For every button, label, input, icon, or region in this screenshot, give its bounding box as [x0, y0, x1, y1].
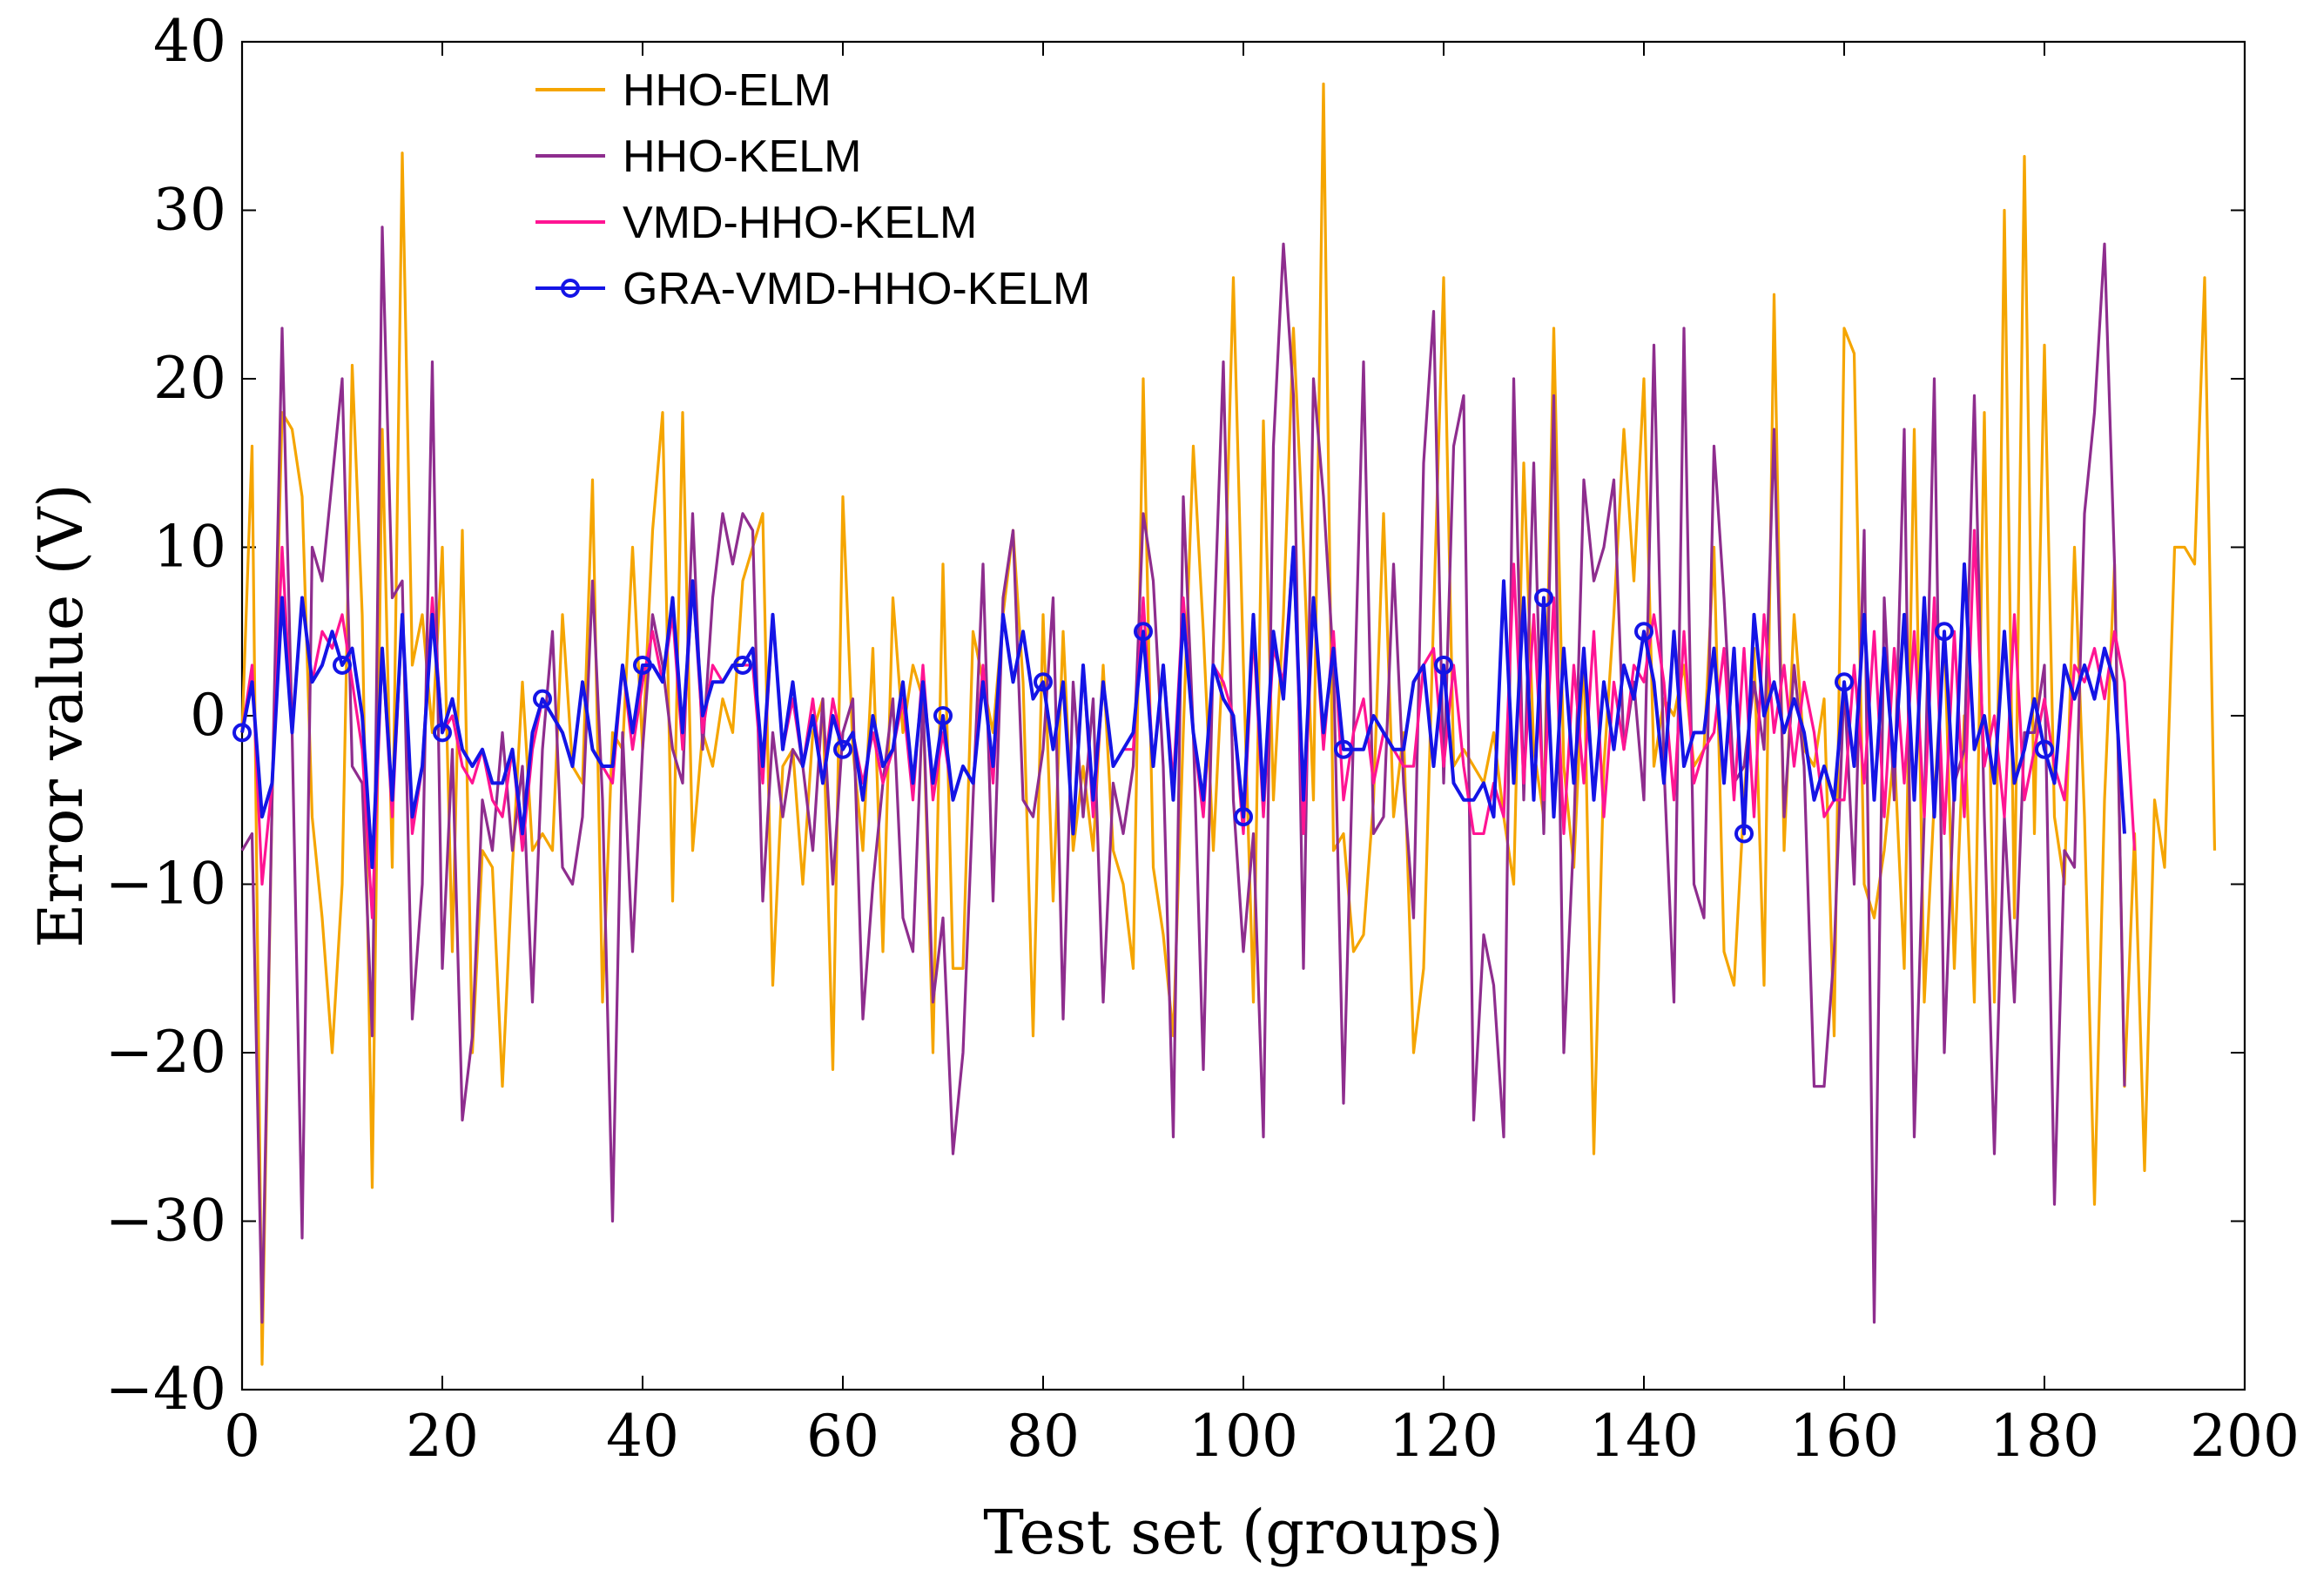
x-tick-label: 80	[1007, 1403, 1080, 1470]
x-tick-label: 120	[1389, 1403, 1498, 1470]
data-point-marker	[733, 655, 752, 675]
data-point-marker	[1935, 622, 1954, 642]
data-point-marker	[1634, 622, 1653, 642]
y-tick-label: 10	[153, 514, 226, 581]
legend-label: GRA-VMD-HHO-KELM	[623, 264, 1090, 314]
series-line	[240, 82, 2217, 1366]
data-point-marker	[2035, 739, 2054, 759]
x-tick-label: 180	[1990, 1403, 2099, 1470]
legend-marker	[561, 279, 580, 298]
y-axis-title: Error value (V)	[25, 483, 97, 947]
x-tick-label: 160	[1789, 1403, 1899, 1470]
legend-label: VMD-HHO-KELM	[623, 198, 977, 248]
y-tick-labels: 40 30 20 10 0 −10 −20 −30 −40	[105, 8, 226, 1423]
axis-ticks	[241, 41, 2246, 1391]
data-point-marker	[433, 723, 452, 743]
x-tick-label: 40	[606, 1403, 679, 1470]
series-gra-vmd-hho-kelm	[232, 545, 2126, 870]
series-hho-kelm	[240, 226, 2126, 1324]
data-point-marker	[1334, 739, 1353, 759]
y-tick-label: −40	[105, 1356, 226, 1423]
legend-label: HHO-ELM	[623, 65, 832, 116]
data-point-marker	[1835, 672, 1854, 692]
legend-item: HHO-KELM	[535, 131, 861, 182]
y-tick-label: −20	[105, 1019, 226, 1086]
data-point-marker	[833, 739, 852, 759]
legend-item: GRA-VMD-HHO-KELM	[535, 264, 1090, 314]
data-point-marker	[232, 723, 252, 743]
data-point-marker	[333, 655, 352, 675]
x-tick-label: 60	[806, 1403, 879, 1470]
plot-frame	[240, 40, 2246, 1391]
x-tick-label: 100	[1189, 1403, 1298, 1470]
data-point-marker	[1134, 622, 1153, 642]
x-tick-label: 20	[406, 1403, 479, 1470]
legend: HHO-ELM HHO-KELM VMD-HHO-KELM GRA-VMD-HHO-K…	[535, 65, 1090, 314]
data-point-marker	[1734, 824, 1754, 844]
y-tick-label: −10	[105, 851, 226, 918]
data-point-marker	[1234, 807, 1253, 827]
series-line	[240, 226, 2126, 1324]
y-tick-label: 30	[153, 177, 226, 244]
x-tick-label: 0	[224, 1403, 260, 1470]
legend-item: HHO-ELM	[535, 65, 832, 116]
y-tick-label: −30	[105, 1188, 226, 1255]
series-layer	[232, 82, 2217, 1366]
data-point-marker	[933, 706, 953, 725]
x-tick-label: 200	[2190, 1403, 2300, 1470]
data-point-marker	[533, 689, 552, 709]
x-axis-title: Test set (groups)	[983, 1497, 1504, 1568]
y-tick-label: 40	[153, 8, 226, 75]
data-point-marker	[1434, 655, 1453, 675]
x-tick-labels: 0 20 40 60 80 100 120 140 160 180 200	[224, 1403, 2300, 1470]
data-point-marker	[1034, 672, 1053, 692]
legend-label: HHO-KELM	[623, 131, 861, 182]
x-tick-label: 140	[1589, 1403, 1699, 1470]
series-line	[240, 545, 2126, 870]
legend-item: VMD-HHO-KELM	[535, 198, 977, 248]
data-point-marker	[633, 655, 652, 675]
series-hho-elm	[240, 82, 2217, 1366]
y-tick-label: 0	[190, 682, 226, 749]
y-tick-label: 20	[153, 345, 226, 412]
data-point-marker	[1534, 588, 1553, 608]
